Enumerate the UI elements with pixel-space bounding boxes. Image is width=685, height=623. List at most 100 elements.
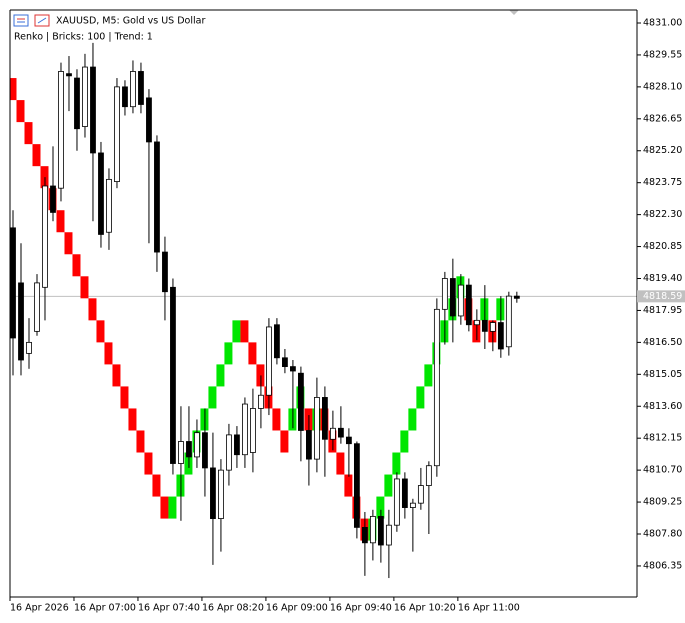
candle-body xyxy=(34,282,40,332)
candle-body xyxy=(82,66,88,127)
renko-brick xyxy=(56,210,65,233)
renko-brick xyxy=(240,320,249,343)
y-tick-label: 4810.70 xyxy=(643,465,682,476)
y-tick-label: 4806.35 xyxy=(643,560,682,571)
candle-body xyxy=(505,295,512,348)
candle-body xyxy=(353,443,360,528)
x-tick-label: 16 Apr 2026 xyxy=(10,603,69,614)
candle-body xyxy=(194,432,200,458)
renko-brick xyxy=(128,408,137,431)
candle-body xyxy=(409,502,416,508)
renko-brick xyxy=(64,232,73,255)
candle-body xyxy=(66,73,72,77)
y-tick-label: 4815.05 xyxy=(643,369,682,380)
candle-body xyxy=(138,71,144,105)
renko-brick xyxy=(72,254,81,277)
candle-body xyxy=(433,308,440,467)
icon-line xyxy=(37,17,47,24)
candle-body xyxy=(513,295,520,299)
candle-body xyxy=(250,408,256,453)
candle-body xyxy=(210,467,216,519)
scroll-marker xyxy=(509,10,519,15)
renko-brick xyxy=(80,276,89,299)
renko-brick xyxy=(40,166,49,189)
candle-body xyxy=(274,324,280,359)
x-tick-label: 16 Apr 07:40 xyxy=(138,603,200,614)
candle-body xyxy=(449,278,456,317)
candle-body xyxy=(425,465,432,486)
y-tick-label: 4822.30 xyxy=(643,209,682,220)
renko-brick xyxy=(136,430,145,453)
renko-brick xyxy=(248,342,257,365)
renko-brick xyxy=(384,474,393,497)
y-tick-label: 4828.10 xyxy=(643,81,682,92)
renko-brick xyxy=(416,386,425,409)
chart-title: XAUUSD, M5: Gold vs US Dollar xyxy=(56,16,205,27)
candle-body xyxy=(106,178,112,233)
candle-body xyxy=(481,319,488,332)
candle-body xyxy=(441,278,448,310)
y-tick-label: 4820.85 xyxy=(643,241,682,252)
candle-body xyxy=(361,526,368,544)
renko-brick xyxy=(168,496,177,519)
candle-body xyxy=(369,515,376,544)
renko-brick xyxy=(152,474,161,497)
y-tick-label: 4809.25 xyxy=(643,497,682,508)
renko-brick xyxy=(24,122,33,145)
renko-brick xyxy=(424,364,433,387)
y-tick-label: 4816.50 xyxy=(643,337,682,348)
renko-brick xyxy=(16,100,25,123)
y-tick-label: 4817.95 xyxy=(643,305,682,316)
candle-body xyxy=(489,322,496,332)
renko-brick xyxy=(232,320,241,343)
candle-body xyxy=(290,366,296,372)
current-price-label: 4818.59 xyxy=(643,291,682,302)
x-tick-label: 16 Apr 11:00 xyxy=(458,603,520,614)
renko-brick xyxy=(408,408,417,431)
candle-body xyxy=(98,152,104,235)
candle-body xyxy=(50,185,56,213)
candle-body xyxy=(258,394,264,409)
candle-body xyxy=(218,469,224,519)
candle-body xyxy=(345,436,352,445)
x-tick-label: 16 Apr 09:40 xyxy=(330,603,392,614)
candle-body xyxy=(306,430,312,460)
y-tick-label: 4812.15 xyxy=(643,433,682,444)
candle-body xyxy=(202,432,208,469)
renko-brick xyxy=(336,452,345,475)
candle-body xyxy=(337,427,344,438)
candle-body xyxy=(329,427,336,440)
candle-body xyxy=(234,434,240,456)
candle-body xyxy=(497,322,504,350)
indicator-label: Renko | Bricks: 100 | Trend: 1 xyxy=(14,32,153,43)
y-tick-label: 4831.00 xyxy=(643,17,682,28)
candle-body xyxy=(385,524,392,546)
renko-brick xyxy=(224,342,233,365)
candle-body xyxy=(10,227,16,339)
candle-body xyxy=(226,434,232,471)
x-tick-label: 16 Apr 08:20 xyxy=(202,603,264,614)
candle-body xyxy=(417,485,424,504)
candle-body xyxy=(146,97,152,143)
candle-body xyxy=(122,86,128,108)
renko-brick xyxy=(208,386,217,409)
y-tick-label: 4819.40 xyxy=(643,273,682,284)
renko-brick xyxy=(10,78,17,101)
renko-brick xyxy=(376,496,385,519)
y-tick-label: 4825.20 xyxy=(643,145,682,156)
renko-brick xyxy=(272,408,281,431)
candle-body xyxy=(314,397,320,460)
y-tick-label: 4829.55 xyxy=(643,49,682,60)
candle-body xyxy=(377,515,384,546)
renko-brick xyxy=(144,452,153,475)
candle-body xyxy=(322,397,328,440)
renko-brick xyxy=(32,144,41,167)
candle-body xyxy=(42,185,48,288)
candle-body xyxy=(170,286,176,464)
symbol-icons xyxy=(13,14,50,27)
renko-brick xyxy=(472,320,481,343)
candle-body xyxy=(178,441,184,464)
candle-body xyxy=(393,478,400,526)
current-price-tag xyxy=(637,290,685,303)
